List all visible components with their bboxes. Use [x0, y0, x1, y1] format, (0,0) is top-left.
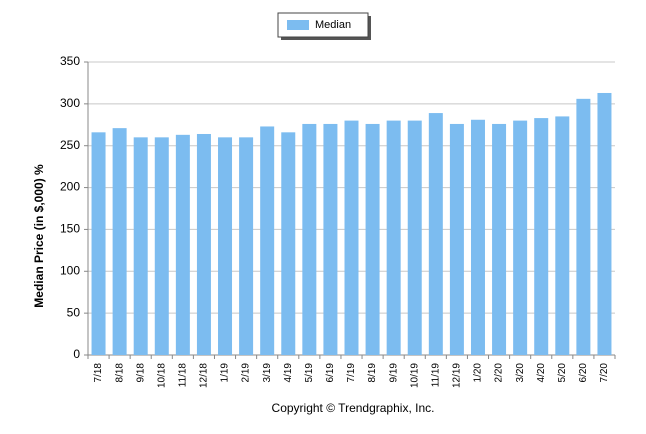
- x-tick-label: 5/20: [557, 363, 568, 383]
- x-tick-label: 7/19: [346, 363, 357, 383]
- bar: [576, 98, 591, 355]
- bar: [302, 123, 317, 355]
- bar: [407, 120, 422, 355]
- x-tick-label: 6/20: [578, 363, 589, 383]
- bar: [133, 137, 148, 355]
- bar: [281, 132, 296, 355]
- x-tick-label: 10/18: [156, 363, 167, 388]
- y-axis-label: Median Price (in $,000) %: [32, 164, 46, 308]
- x-tick-label: 11/19: [430, 363, 441, 388]
- x-tick-label: 4/20: [536, 363, 547, 383]
- x-tick-label: 12/18: [199, 363, 210, 388]
- y-tick-label: 50: [67, 305, 81, 319]
- y-tick-label: 300: [60, 96, 80, 110]
- bar: [218, 137, 233, 355]
- bar: [91, 132, 106, 355]
- legend-label: Median: [315, 19, 351, 31]
- bar: [112, 128, 127, 355]
- bar: [597, 92, 612, 355]
- bar: [555, 116, 570, 356]
- bar: [344, 120, 359, 355]
- bar: [239, 137, 254, 355]
- bar: [323, 123, 338, 355]
- bar: [428, 113, 443, 356]
- bar: [492, 123, 507, 355]
- y-tick-label: 150: [60, 222, 80, 236]
- bar: [534, 118, 549, 356]
- x-tick-label: 5/19: [304, 363, 315, 383]
- x-tick-label: 3/19: [262, 363, 273, 383]
- y-tick-label: 250: [60, 138, 80, 152]
- x-tick-label: 2/19: [241, 363, 252, 383]
- x-tick-label: 9/18: [135, 363, 146, 383]
- x-tick-label: 12/19: [452, 363, 463, 388]
- x-tick-label: 6/19: [325, 363, 336, 383]
- bar: [175, 134, 190, 355]
- bar: [196, 133, 211, 355]
- x-tick-label: 11/18: [178, 363, 189, 388]
- x-tick-label: 1/19: [220, 363, 231, 383]
- x-tick-label: 1/20: [473, 363, 484, 383]
- y-tick-label: 0: [73, 347, 80, 361]
- bar: [260, 126, 275, 356]
- bar: [513, 120, 528, 355]
- x-tick-label: 9/19: [388, 363, 399, 383]
- x-tick-label: 7/18: [93, 363, 104, 383]
- footer: Copyright © Trendgraphix, Inc.: [272, 401, 435, 415]
- y-tick-label: 350: [60, 54, 80, 68]
- y-tick-label: 100: [60, 263, 80, 277]
- bar: [365, 123, 380, 355]
- bar: [449, 123, 464, 355]
- x-tick-label: 8/19: [367, 363, 378, 383]
- legend-swatch: [287, 20, 309, 30]
- x-tick-label: 8/18: [114, 363, 125, 383]
- x-tick-label: 4/19: [283, 363, 294, 383]
- y-tick-label: 200: [60, 180, 80, 194]
- bar: [470, 119, 485, 356]
- x-tick-label: 7/20: [599, 363, 610, 383]
- x-tick-label: 3/20: [515, 363, 526, 383]
- x-tick-label: 2/20: [494, 363, 505, 383]
- bar: [154, 137, 169, 355]
- bar: [386, 120, 401, 355]
- x-tick-label: 10/19: [409, 363, 420, 388]
